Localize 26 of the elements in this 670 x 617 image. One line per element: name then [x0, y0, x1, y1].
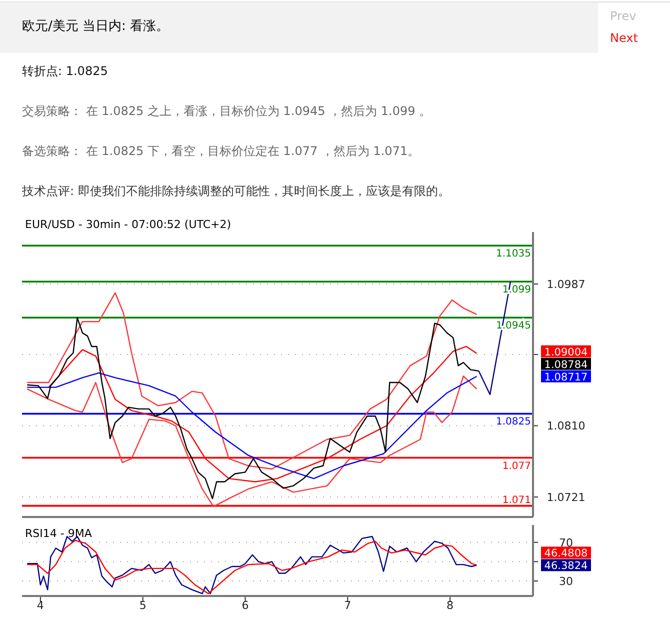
- text: 交易策略： 在 1.0825 之上，看涨，目标价位为 1.0945 ，然后为 1.099 。: [22, 104, 432, 118]
- text: 备选策略： 在 1.0825 下，看空，目标价位定在 1.077 ，然后为 1.071。: [22, 144, 420, 158]
- text: Next: [610, 31, 638, 45]
- y-tick-label: 1.0810: [546, 420, 586, 433]
- text: 欧元/美元 当日内: 看涨。: [22, 18, 170, 34]
- ref-line-label: 1.1035: [496, 248, 531, 260]
- x-tick-label: 8: [446, 599, 454, 612]
- ref-line-label: 1.071: [502, 494, 531, 506]
- text: 技术点评: 即使我们不能排除持续调整的可能性，其时间长度上，应该是有限的。: [21, 184, 450, 198]
- line-series: [26, 317, 480, 500]
- y-tick-label: 70: [559, 536, 573, 550]
- ref-line-label: 1.077: [502, 460, 531, 472]
- chart-title: EUR/USD - 30min - 07:00:52 (UTC+2): [25, 218, 232, 231]
- line-series: [26, 292, 478, 470]
- chart-title: RSI14 - 9MA: [25, 527, 92, 540]
- line-series: [26, 376, 478, 508]
- text: 转折点: 1.0825: [22, 64, 108, 78]
- x-tick-label: 6: [242, 599, 249, 612]
- y-tick-label: 1.0987: [546, 278, 586, 292]
- x-tick-label: 7: [344, 599, 352, 612]
- ref-line-label: 1.0825: [496, 416, 531, 428]
- y-tick-label: 30: [559, 575, 573, 588]
- x-tick-label: 4: [36, 599, 44, 612]
- x-tick-label: 5: [139, 599, 146, 612]
- text: Prev: [610, 9, 636, 23]
- y-tick-label: 1.0721: [546, 490, 586, 504]
